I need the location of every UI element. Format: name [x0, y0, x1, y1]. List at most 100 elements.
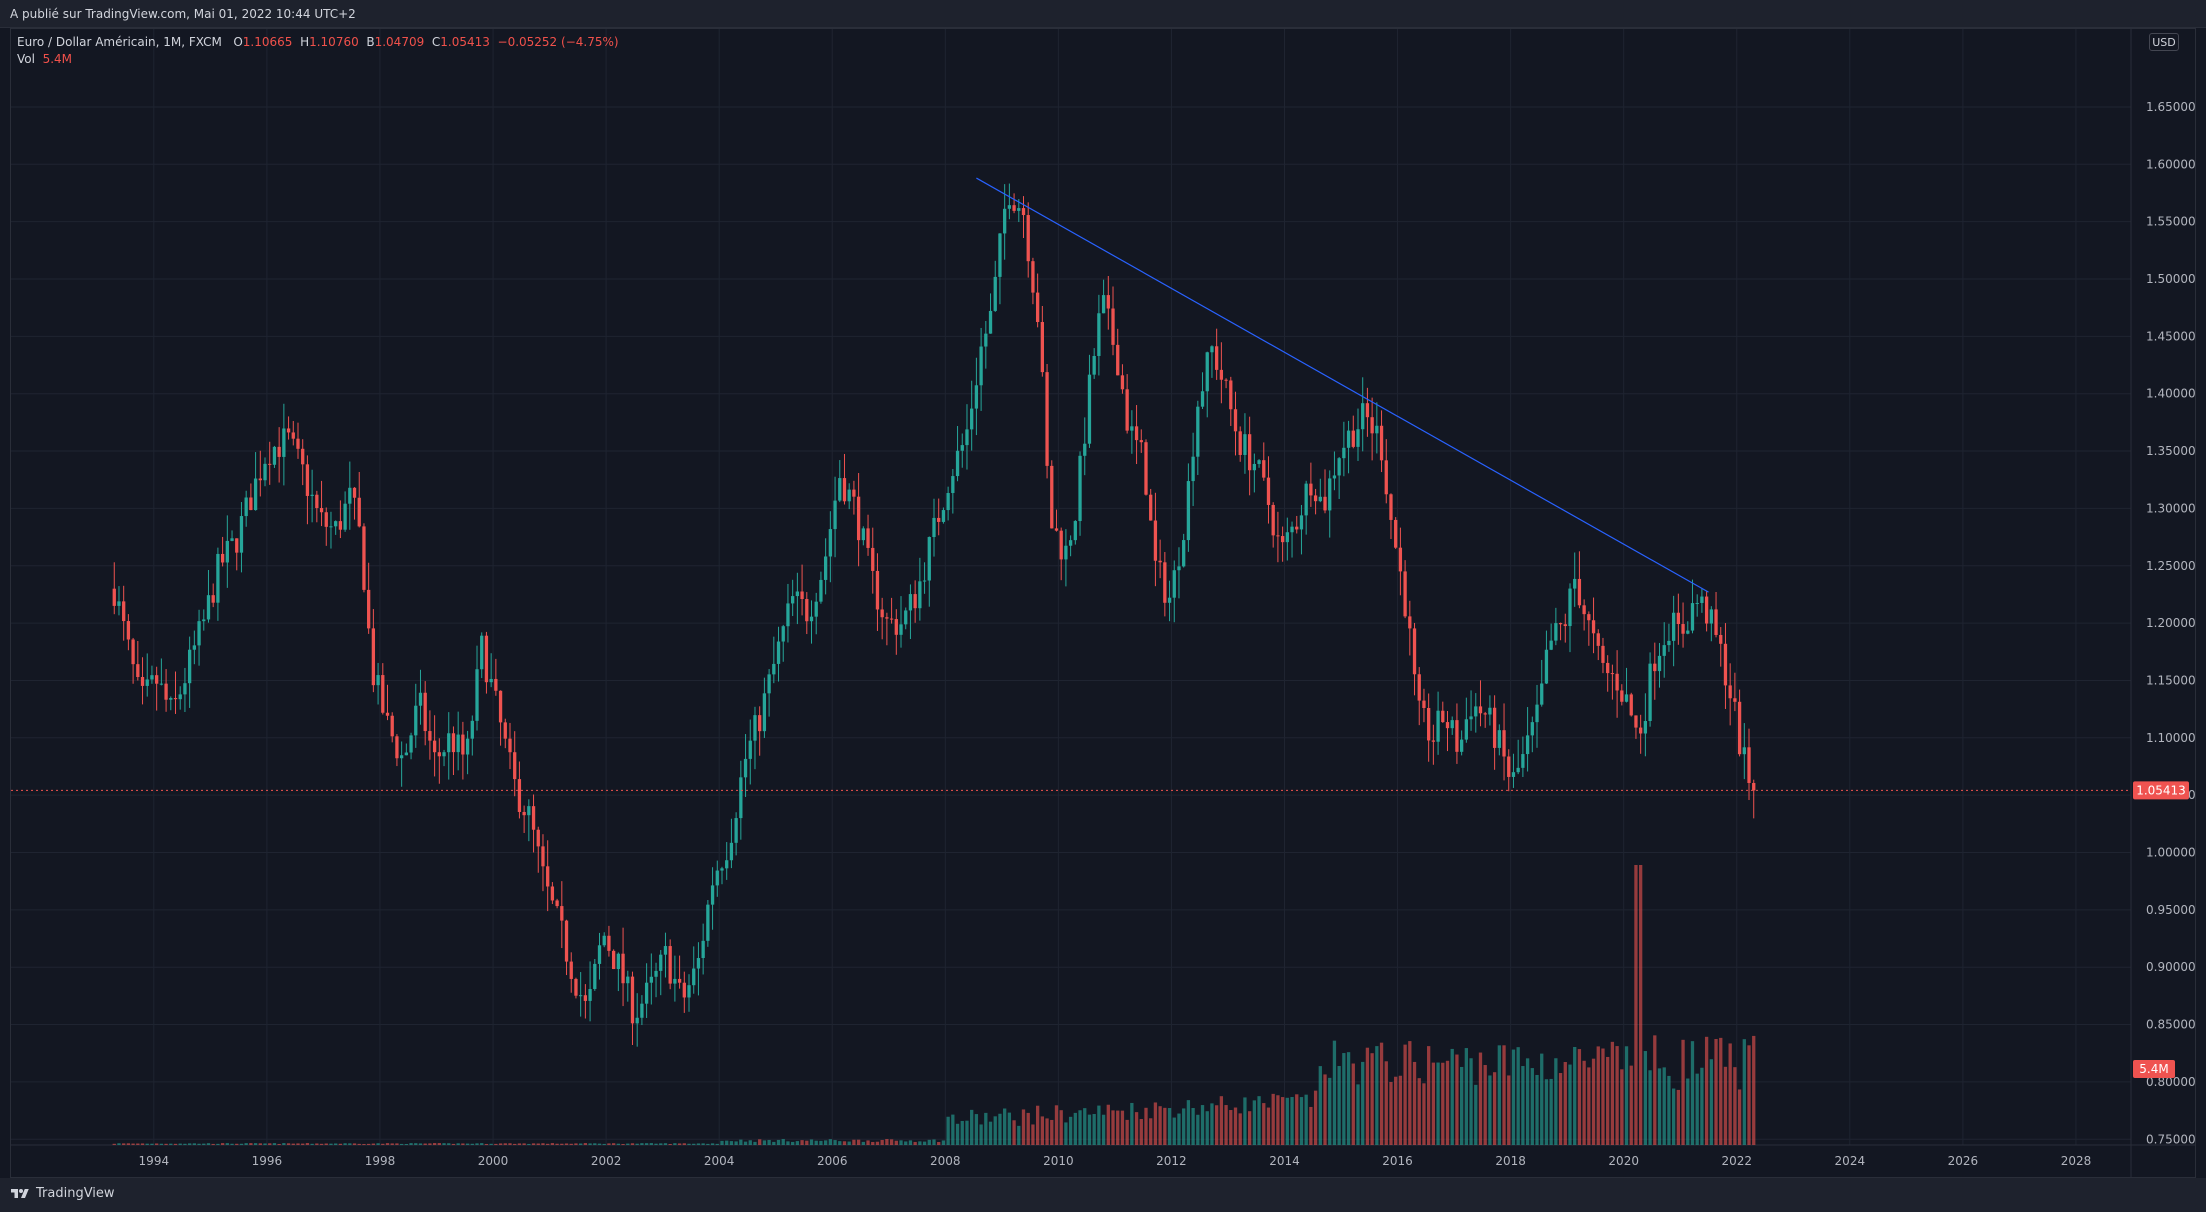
volume-bar: [503, 1143, 507, 1145]
y-tick-label: 1.00000: [2146, 846, 2195, 860]
last-price-badge: [2133, 781, 2189, 800]
candle-body: [1474, 706, 1478, 717]
candle-body: [1384, 460, 1388, 495]
volume-bar: [823, 1140, 828, 1145]
volume-bar: [268, 1143, 272, 1145]
candle-body: [122, 601, 126, 622]
candle-body: [654, 970, 658, 977]
y-tick-label: 0.90000: [2146, 960, 2195, 974]
volume-bar: [1459, 1066, 1464, 1145]
volume-bar: [1558, 1073, 1563, 1145]
x-tick-label: 2014: [1269, 1154, 1300, 1168]
volume-bar: [338, 1143, 343, 1145]
y-tick-label: 1.50000: [2146, 272, 2195, 286]
candle-body: [1530, 722, 1534, 736]
candle-body: [1342, 447, 1346, 459]
volume-bar: [1573, 1046, 1577, 1145]
candle-body: [677, 978, 682, 983]
candle-body: [1068, 540, 1073, 546]
candle-body: [819, 579, 823, 602]
volume-bar: [1469, 1058, 1473, 1145]
volume-bar: [112, 1143, 116, 1145]
volume-bar: [852, 1139, 856, 1145]
candle-body: [1488, 707, 1492, 715]
candle-body: [527, 806, 531, 816]
candle-body: [993, 276, 997, 311]
volume-bar: [946, 1116, 950, 1145]
volume-bar: [348, 1143, 352, 1145]
candle-body: [1441, 710, 1445, 723]
candle-body: [310, 494, 314, 496]
volume-bar: [1502, 1045, 1506, 1145]
candle-body: [1224, 379, 1228, 381]
volume-bar: [1092, 1113, 1096, 1145]
volume-bar: [1507, 1075, 1511, 1145]
candle-body: [235, 538, 239, 553]
volume-bar: [922, 1141, 927, 1145]
candle-body: [833, 500, 837, 530]
volume-bar: [494, 1143, 498, 1145]
candle-body: [1153, 520, 1158, 561]
candle-body: [480, 635, 484, 670]
candle-body: [894, 619, 898, 635]
candle-body: [1257, 460, 1261, 464]
currency-badge[interactable]: USD: [2149, 33, 2179, 51]
volume-bar: [1497, 1045, 1501, 1145]
candle-body: [546, 866, 550, 887]
volume-bar: [1521, 1066, 1525, 1145]
candle-body: [1031, 261, 1035, 293]
volume-bar: [470, 1143, 474, 1145]
x-tick-label: 2022: [1721, 1154, 1752, 1168]
x-tick-label: 2008: [930, 1154, 961, 1168]
volume-bar: [1134, 1112, 1139, 1145]
volume-bar: [1455, 1054, 1459, 1145]
candle-body: [503, 722, 507, 739]
volume-bar: [753, 1141, 757, 1145]
volume-bar: [183, 1143, 187, 1145]
volume-bar: [791, 1141, 795, 1145]
candle-body: [531, 806, 536, 830]
candle-body: [932, 517, 936, 538]
price-chart[interactable]: 0.75000 0.80000 0.85000 0.90000 0.95000 1.000…: [11, 29, 2195, 1177]
candle-body: [1021, 208, 1026, 216]
volume-bar: [395, 1143, 399, 1145]
candle-body: [442, 752, 446, 757]
candle-body: [1403, 571, 1407, 617]
candle-body: [513, 752, 517, 780]
y-tick-label: 1.30000: [2146, 501, 2195, 515]
y-tick-label: 0.95000: [2146, 903, 2195, 917]
volume-bar: [1007, 1112, 1012, 1145]
candle-body: [1568, 588, 1572, 627]
volume-bar: [1356, 1084, 1360, 1145]
candle-body: [1026, 215, 1030, 262]
candle-body: [1620, 690, 1624, 702]
candle-body: [461, 734, 465, 755]
volume-bar: [1516, 1047, 1520, 1145]
candle-body: [569, 961, 573, 979]
candle-body: [1417, 674, 1421, 701]
volume-bar: [1247, 1111, 1252, 1145]
volume-bar: [475, 1143, 479, 1145]
tradingview-logo[interactable]: TradingView: [10, 1186, 115, 1201]
volume-bar: [1229, 1110, 1233, 1145]
candle-body: [1163, 562, 1167, 603]
volume-bar: [748, 1140, 752, 1145]
candle-body: [1544, 649, 1549, 684]
volume-bar: [564, 1143, 569, 1145]
chart-pane[interactable]: 0.75000 0.80000 0.85000 0.90000 0.95000 1.000…: [10, 28, 2196, 1178]
volume-bar: [1563, 1062, 1567, 1145]
candle-body: [1671, 612, 1676, 641]
volume-bar: [795, 1141, 800, 1145]
volume-bar: [687, 1143, 691, 1145]
candle-body: [1196, 406, 1200, 457]
volume-bar: [371, 1143, 376, 1145]
volume-bar: [1681, 1039, 1685, 1145]
candle-body: [998, 233, 1002, 277]
volume-bar: [1478, 1052, 1483, 1145]
x-tick-label: 2004: [704, 1154, 735, 1168]
candle-body: [1601, 645, 1605, 663]
vol-label: Vol: [17, 52, 35, 66]
volume-bar: [1064, 1122, 1068, 1145]
volume-bar: [1026, 1112, 1030, 1145]
volume-bar: [362, 1143, 366, 1145]
